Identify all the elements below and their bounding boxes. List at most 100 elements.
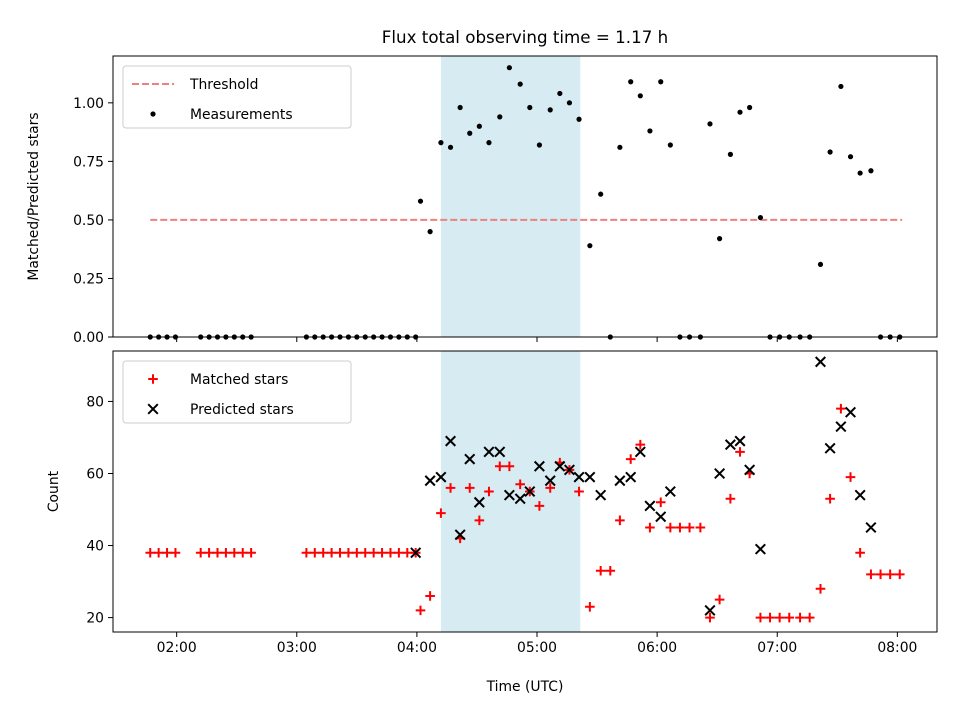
y-tick-label: 0.50	[73, 213, 104, 229]
x-tick-label: 06:00	[637, 640, 677, 656]
data-point	[204, 547, 214, 558]
data-point	[425, 591, 435, 601]
data-point	[845, 472, 856, 482]
data-point	[754, 543, 766, 555]
chart-title: Flux total observing time = 1.17 h	[382, 27, 668, 47]
data-point	[424, 475, 436, 487]
data-point	[484, 486, 494, 497]
axes-frame	[112, 350, 938, 633]
data-point	[747, 104, 753, 111]
data-point	[360, 547, 371, 558]
data-point	[457, 104, 463, 111]
data-point	[655, 497, 666, 508]
data-point	[153, 547, 164, 558]
data-point	[427, 229, 433, 235]
data-point	[866, 569, 876, 580]
legend-swatch	[150, 111, 156, 117]
x-tick-label: 04:00	[397, 640, 437, 656]
data-point	[318, 547, 329, 558]
data-point	[417, 198, 424, 204]
data-point	[847, 154, 854, 160]
data-point	[835, 421, 847, 433]
data-point	[595, 489, 607, 501]
data-point	[467, 130, 473, 136]
data-point	[517, 81, 523, 87]
legend-label: Matched stars	[190, 372, 288, 388]
data-point	[221, 547, 231, 558]
legend: Matched stars Predicted stars	[122, 360, 352, 424]
bottom-panel: 02:00 03:00 04:00 05:00 06:00 07:00 08:00 20 40 6…	[46, 350, 938, 656]
data-point	[857, 170, 863, 176]
y-axis-label: Matched/Predicted stars	[26, 112, 42, 280]
data-point	[195, 547, 206, 558]
data-point	[625, 454, 636, 464]
data-point	[544, 475, 556, 487]
data-point	[855, 547, 865, 558]
data-point	[494, 446, 506, 458]
data-point	[645, 522, 655, 533]
data-point	[533, 460, 545, 472]
top-panel: 0.00 0.25 0.50 0.75 1.00 Matched/Predicted st…	[26, 55, 938, 346]
data-point	[527, 104, 533, 111]
data-point	[454, 529, 466, 541]
data-point	[875, 569, 886, 580]
data-point	[587, 243, 593, 249]
data-point	[774, 612, 785, 623]
data-point	[524, 485, 536, 498]
data-point	[585, 601, 595, 612]
legend-box	[122, 360, 352, 424]
x-tick-label: 07:00	[757, 640, 797, 656]
data-point	[394, 547, 404, 558]
data-point	[845, 406, 857, 418]
data-point	[464, 483, 475, 493]
data-point	[309, 547, 320, 558]
data-point	[836, 403, 846, 414]
data-point	[825, 493, 835, 504]
y-tick-label: 20	[86, 611, 104, 627]
legend-label: Threshold	[189, 77, 258, 93]
data-point	[614, 475, 626, 487]
data-point	[545, 483, 556, 493]
data-point	[385, 547, 396, 558]
x-tick-label: 02:00	[157, 640, 197, 656]
x-axis-label: Time (UTC)	[486, 679, 564, 695]
legend-box	[122, 65, 352, 129]
data-point	[655, 511, 667, 523]
x-tick-label: 03:00	[277, 640, 317, 656]
y-tick-label: 60	[86, 466, 104, 482]
data-point	[765, 612, 775, 623]
data-point	[410, 547, 422, 559]
data-point	[744, 464, 756, 476]
data-point	[557, 90, 563, 97]
legend-swatch	[147, 403, 159, 415]
data-point	[170, 547, 181, 558]
data-point	[815, 583, 826, 594]
data-point	[735, 447, 745, 457]
data-point	[595, 565, 606, 576]
data-point	[486, 140, 492, 146]
data-point	[647, 128, 653, 134]
data-point	[584, 471, 596, 483]
data-point	[335, 547, 345, 558]
data-point	[817, 261, 824, 268]
data-point	[436, 508, 446, 518]
data-point	[474, 515, 485, 526]
data-point	[534, 501, 545, 511]
data-point	[854, 489, 866, 501]
data-point	[598, 191, 604, 197]
data-point	[734, 435, 746, 447]
data-point	[447, 144, 454, 150]
y-tick-label: 0.00	[73, 330, 104, 346]
data-point	[514, 493, 526, 505]
data-point	[536, 142, 543, 148]
data-point	[554, 460, 566, 472]
observing-interval-band	[440, 56, 581, 337]
data-point	[377, 547, 387, 558]
data-point	[352, 547, 362, 558]
data-point	[644, 500, 656, 512]
data-point	[229, 547, 240, 558]
data-point	[503, 489, 515, 501]
y-tick-label: 40	[86, 539, 104, 555]
data-point	[473, 496, 485, 508]
